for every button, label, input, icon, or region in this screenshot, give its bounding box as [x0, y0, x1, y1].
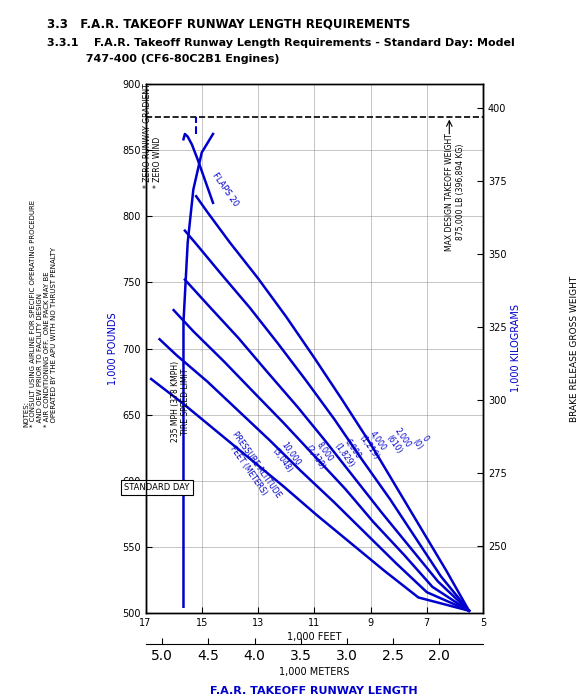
Text: F.A.R. TAKEOFF RUNWAY LENGTH: F.A.R. TAKEOFF RUNWAY LENGTH — [211, 686, 418, 696]
Text: 235 MPH (378 KMPH)
TIRE SPEED LIMIT: 235 MPH (378 KMPH) TIRE SPEED LIMIT — [171, 361, 190, 442]
Text: 3.3   F.A.R. TAKEOFF RUNWAY LENGTH REQUIREMENTS: 3.3 F.A.R. TAKEOFF RUNWAY LENGTH REQUIRE… — [47, 17, 410, 31]
Y-axis label: 1,000 KILOGRAMS: 1,000 KILOGRAMS — [511, 305, 521, 392]
Text: STANDARD DAY: STANDARD DAY — [124, 483, 189, 492]
Text: PRESSURE ALTITUDE
FEET (METERS): PRESSURE ALTITUDE FEET (METERS) — [222, 430, 283, 505]
Text: 0
(0): 0 (0) — [410, 431, 432, 451]
Text: * ZERO RUNWAY GRADIENT
* ZERO WIND: * ZERO RUNWAY GRADIENT * ZERO WIND — [143, 84, 162, 188]
Text: 747-400 (CF6-80C2B1 Engines): 747-400 (CF6-80C2B1 Engines) — [47, 54, 279, 64]
Text: 8,000
(2,438): 8,000 (2,438) — [304, 438, 336, 471]
Text: 10,000
(3,048): 10,000 (3,048) — [270, 441, 302, 474]
X-axis label: 1,000 FEET: 1,000 FEET — [287, 632, 342, 643]
Text: 4,000
(1,219): 4,000 (1,219) — [357, 427, 389, 461]
Text: 6,000
(1,829): 6,000 (1,829) — [332, 435, 364, 468]
X-axis label: 1,000 METERS: 1,000 METERS — [279, 667, 349, 677]
Y-axis label: 1,000 POUNDS: 1,000 POUNDS — [108, 312, 118, 385]
Text: 3.3.1    F.A.R. Takeoff Runway Length Requirements - Standard Day: Model: 3.3.1 F.A.R. Takeoff Runway Length Requi… — [47, 38, 514, 48]
Text: NOTES:
* CONSULT USING AIRLINE FOR SPECIFIC OPERATING PROCEDURE
  AND OEW PRIOR : NOTES: * CONSULT USING AIRLINE FOR SPECI… — [23, 200, 57, 427]
Text: 2,000
(610): 2,000 (610) — [385, 427, 413, 456]
Text: BRAKE RELEASE GROSS WEIGHT: BRAKE RELEASE GROSS WEIGHT — [570, 275, 579, 422]
Text: MAX DESIGN TAKEOFF WEIGHT
875,000 LB (396,894 KG): MAX DESIGN TAKEOFF WEIGHT 875,000 LB (39… — [445, 132, 464, 250]
Text: FLAPS 20: FLAPS 20 — [211, 171, 240, 208]
